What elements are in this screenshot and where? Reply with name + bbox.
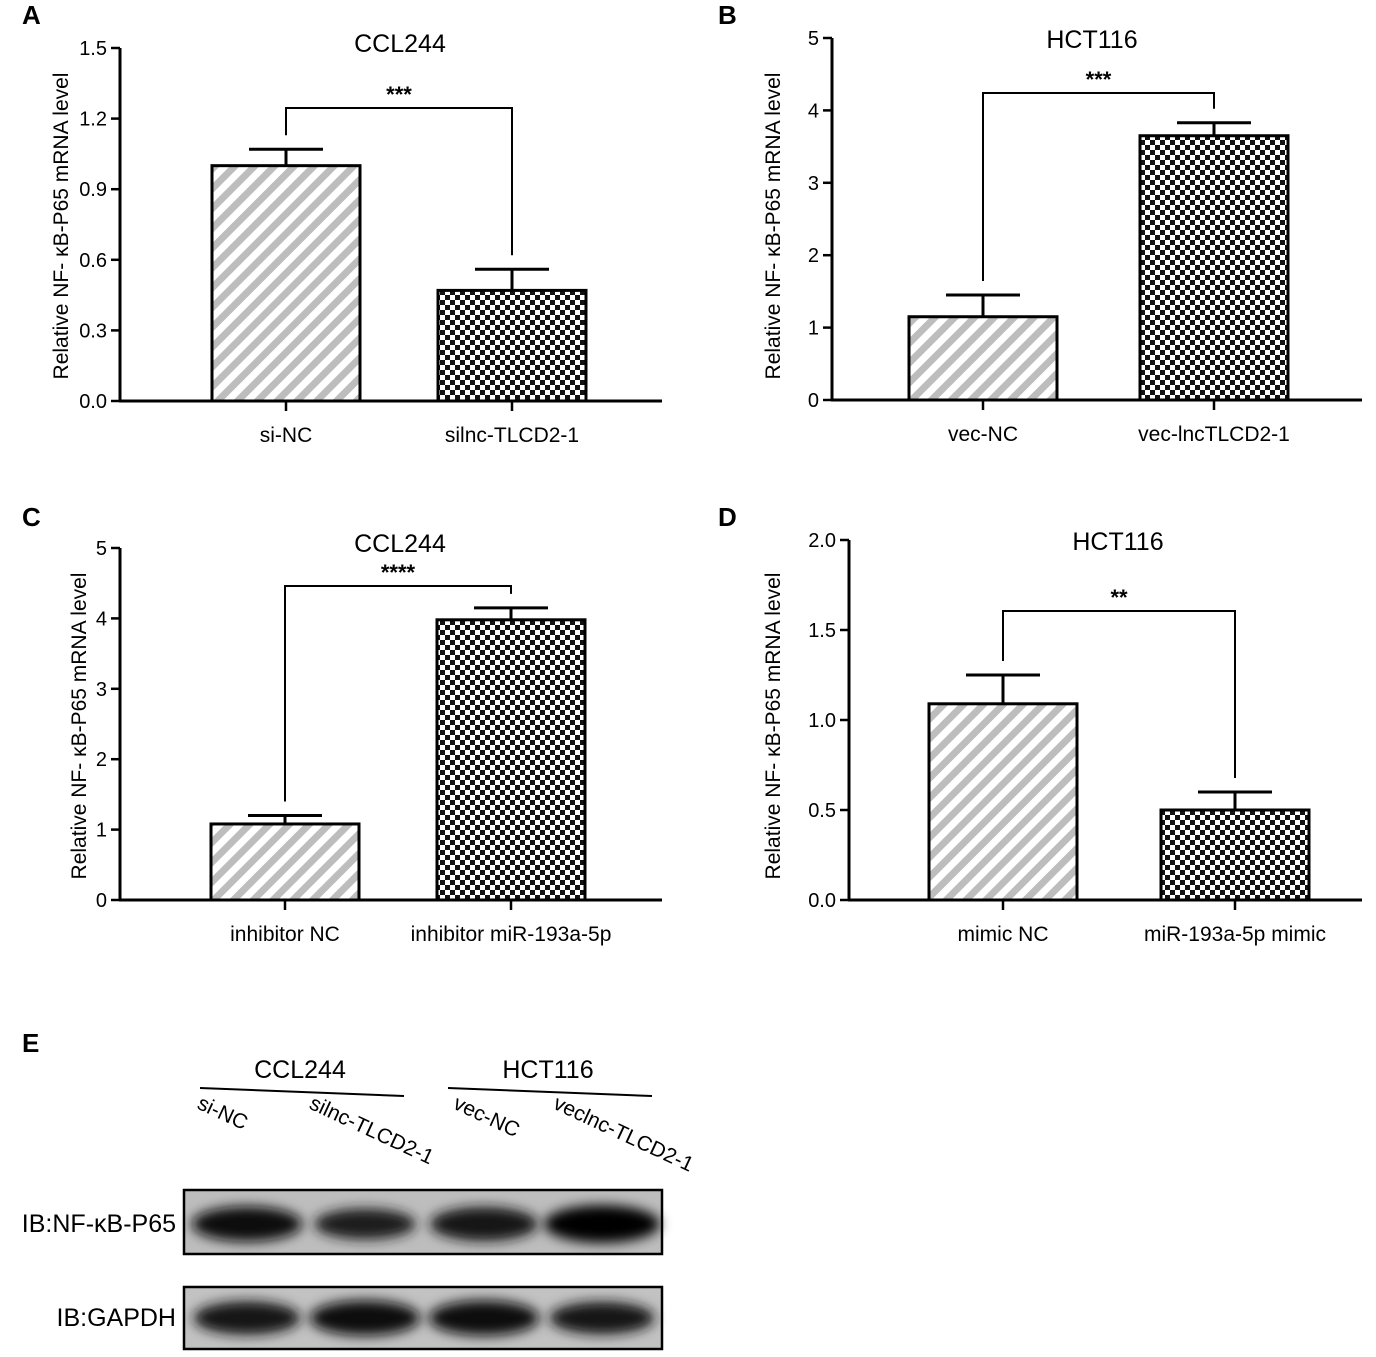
x-tick-label: inhibitor NC [230,923,340,946]
chart-panel-d: D HCT116 Relative NF- κB-P65 mRNA level … [718,502,1362,946]
y-tick-label: 0 [808,390,819,412]
bars [210,147,588,403]
blot-band [429,1206,539,1242]
x-tick-label: si-NC [260,424,313,447]
y-tick-label: 0.9 [79,179,107,201]
blot-band [191,1206,303,1242]
y-tick-label: 0.0 [79,391,107,413]
significance-bracket-line [284,585,512,802]
significance-bracket: *** [982,67,1215,282]
chart-title: CCL244 [354,530,446,558]
x-tick-label: vec-NC [948,423,1018,446]
bar [1138,134,1290,402]
chart-panel-c: C CCL244 Relative NF- κB-P65 mRNA level … [22,502,662,946]
bar [1159,808,1311,902]
y-tick-label: 0.6 [79,250,107,272]
y-tick-label: 5 [808,28,819,50]
group-line-hct116 [447,1087,653,1097]
y-axis-label: Relative NF- κB-P65 mRNA level [68,573,91,880]
x-tick-label: mimic NC [958,923,1049,946]
y-tick-label: 5 [96,538,107,560]
y-tick-label: 0.5 [808,800,836,822]
bar [436,288,588,403]
group-label-hct116: HCT116 [502,1056,593,1084]
chart-panel-a: A CCL244 Relative NF- κB-P65 mRNA level … [22,0,662,447]
bar [907,315,1059,402]
significance-label: *** [386,82,412,107]
x-tick-label: vec-lncTLCD2-1 [1138,423,1290,446]
blot-bands-p65 [191,1205,660,1243]
x-tick-label: miR-193a-5p mimic [1144,923,1326,946]
panel-letter-c: C [22,502,41,532]
panel-letter-e: E [22,1028,39,1058]
panel-letter-d: D [718,502,737,532]
bar [209,822,361,902]
group-label-ccl244: CCL244 [254,1056,346,1084]
y-tick-label: 1.0 [808,710,836,732]
blot-band [314,1208,416,1240]
bars [927,673,1311,902]
blot-band [309,1300,421,1336]
blot-band [428,1300,540,1336]
y-tick-label: 4 [808,100,819,122]
y-tick-label: 3 [96,679,107,701]
y-axis-label: Relative NF- κB-P65 mRNA level [762,73,785,380]
significance-label: ** [1110,585,1128,610]
bar [927,702,1079,902]
blot-row-label-gapdh: IB:GAPDH [57,1304,176,1332]
x-tick-label: inhibitor miR-193a-5p [411,923,612,946]
blot-band [193,1301,301,1335]
western-blot-panel: E CCL244 HCT116 si-NC silnc-TLCD2-1 vec-… [22,1028,697,1351]
chart-panel-b: B HCT116 Relative NF- κB-P65 mRNA level … [718,0,1362,446]
chart-title: HCT116 [1072,528,1163,556]
significance-bracket: *** [285,82,513,256]
chart-title: CCL244 [354,30,446,58]
bars [907,121,1290,402]
chart-title: HCT116 [1046,26,1137,54]
blot-bands-gapdh [193,1300,655,1336]
bar [210,164,362,403]
lane-label: vec-NC [450,1092,523,1142]
significance-bracket-line [982,92,1215,282]
significance-bracket: **** [284,560,512,802]
lane-label: veclnc-TLCD2-1 [550,1092,697,1177]
lane-label: si-NC [194,1092,251,1135]
y-tick-label: 1 [808,318,819,340]
significance-bracket-line [285,107,513,256]
blot-band [544,1205,660,1243]
significance-bracket: ** [1002,585,1236,778]
x-tick-label: silnc-TLCD2-1 [445,424,579,447]
y-tick-label: 1 [96,820,107,842]
y-tick-label: 1.5 [808,620,836,642]
y-tick-label: 0.3 [79,320,107,342]
y-axis-label: Relative NF- κB-P65 mRNA level [762,573,785,880]
y-tick-label: 1.5 [79,38,107,60]
bars [209,606,587,902]
y-tick-label: 2 [96,749,107,771]
y-tick-label: 2 [808,245,819,267]
y-tick-label: 2.0 [808,530,836,552]
significance-label: **** [381,560,416,585]
y-axis-label: Relative NF- κB-P65 mRNA level [50,73,73,380]
y-tick-label: 1.2 [79,109,107,131]
blot-row-label-p65: IB:NF-κB-P65 [22,1210,176,1238]
bar [435,618,587,902]
group-line-ccl244 [199,1087,405,1097]
panel-letter-a: A [22,0,41,30]
significance-bracket-line [1002,610,1236,778]
y-tick-label: 0.0 [808,890,836,912]
y-tick-label: 3 [808,173,819,195]
panel-letter-b: B [718,0,737,30]
blot-band [549,1301,655,1335]
significance-label: *** [1086,67,1112,92]
y-tick-label: 0 [96,890,107,912]
lane-label: silnc-TLCD2-1 [306,1092,437,1170]
y-tick-label: 4 [96,608,107,630]
axes: 0.0 0.3 0.6 0.9 1.2 1.5 si-NC silnc-TLCD2-1 [79,38,662,447]
